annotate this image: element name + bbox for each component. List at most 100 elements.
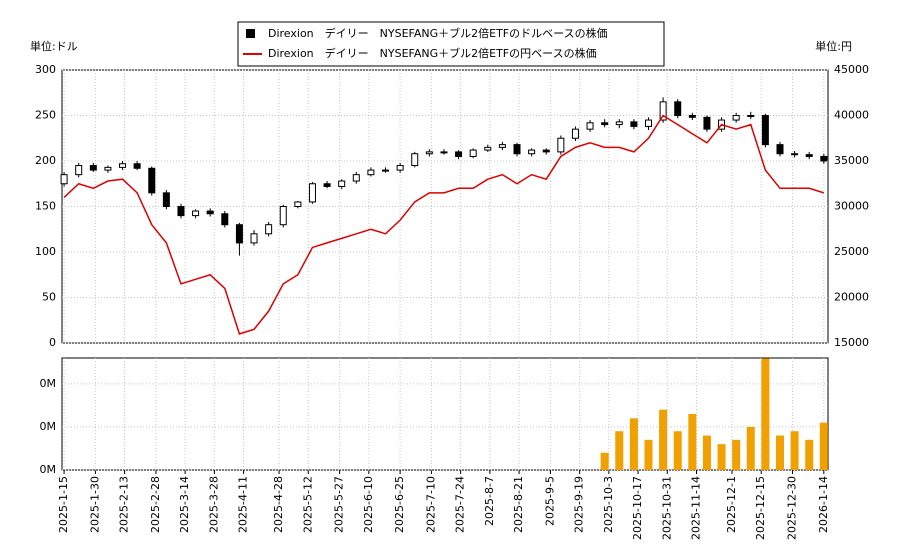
candle-body — [206, 210, 214, 215]
candle-body — [177, 206, 185, 217]
candle-body — [455, 151, 463, 157]
volume-bar — [819, 422, 828, 470]
x-tick-label: 2025-7-24 — [454, 476, 467, 533]
volume-bar — [600, 452, 609, 470]
candle-body — [308, 183, 316, 203]
candle-body — [484, 146, 492, 151]
volume-bar — [659, 409, 668, 470]
candle-body — [557, 137, 565, 153]
x-tick-label: 2026-1-14 — [817, 476, 830, 533]
x-tick-label: 2025-10-3 — [602, 476, 615, 533]
y-tick-label: 200 — [35, 154, 56, 167]
y-tick-label: 300 — [35, 63, 56, 76]
y2-tick-label: 15000 — [834, 336, 869, 349]
x-tick-label: 2025-10-31 — [660, 476, 673, 540]
candle-body — [761, 115, 769, 146]
volume-bar — [746, 426, 755, 470]
candle-body — [805, 154, 813, 157]
volume-bar — [629, 418, 638, 470]
y-axis-label: 単位:ドル — [30, 39, 78, 53]
x-tick-label: 2025-6-25 — [393, 476, 406, 533]
candle-body — [75, 165, 83, 176]
candle-body — [221, 213, 229, 226]
y2-tick-label: 20000 — [834, 291, 869, 304]
candle-body — [703, 116, 711, 130]
candle-body — [294, 201, 302, 207]
y-tick-label: 0 — [49, 336, 56, 349]
candle-body — [89, 165, 97, 171]
candle-body — [440, 151, 448, 154]
candle-body — [630, 121, 638, 127]
x-tick-label: 2025-12-1 — [725, 476, 738, 533]
candle-body — [396, 165, 404, 171]
candle-body — [133, 163, 141, 169]
volume-frame — [61, 357, 829, 471]
x-tick-label: 2025-3-28 — [207, 476, 220, 533]
candle-body — [265, 224, 273, 235]
x-tick-label: 2025-12-30 — [786, 476, 799, 540]
volume-bar — [805, 439, 814, 470]
x-tick-label: 2025-9-5 — [543, 476, 556, 526]
y-tick-label: 0M — [40, 377, 57, 390]
legend-label: Direxion デイリー NYSEFANG＋ブル2倍ETFの円ベースの株価 — [268, 46, 597, 60]
candle-body — [235, 224, 243, 244]
y2-tick-label: 30000 — [834, 200, 869, 213]
candle-body — [645, 119, 653, 127]
x-tick-label: 2025-1-15 — [57, 476, 70, 533]
x-tick-label: 2025-11-14 — [690, 476, 703, 540]
candle-body — [425, 151, 433, 155]
y-tick-label: 150 — [35, 200, 56, 213]
candle-body — [776, 144, 784, 155]
candle-body — [279, 206, 287, 226]
volume-bar — [615, 431, 624, 470]
candle-body — [250, 233, 258, 244]
x-tick-label: 2025-5-27 — [333, 476, 346, 533]
candle-body — [411, 153, 419, 167]
x-tick-label: 2025-10-17 — [631, 476, 644, 540]
volume-bar — [790, 431, 799, 470]
volume-bar — [702, 435, 711, 470]
y2-tick-label: 40000 — [834, 109, 869, 122]
y2-axis-label: 単位:円 — [815, 39, 852, 53]
price-line — [63, 114, 825, 335]
candle-body — [571, 128, 579, 139]
candle-body — [469, 149, 477, 157]
candle-body — [382, 169, 390, 172]
volume-bar — [644, 439, 653, 470]
candle-body — [659, 101, 667, 121]
y2-tick-label: 45000 — [834, 63, 869, 76]
candle-body — [162, 192, 170, 208]
candle-body — [60, 174, 68, 185]
x-tick-label: 2025-7-10 — [424, 476, 437, 533]
candle-body — [192, 210, 200, 217]
y-tick-label: 50 — [42, 291, 56, 304]
volume-bar — [673, 431, 682, 470]
volume-bar — [688, 414, 697, 470]
candle-body — [601, 122, 609, 126]
x-tick-label: 2025-4-11 — [237, 476, 250, 533]
volume-bar — [732, 439, 741, 470]
candle-body — [119, 163, 127, 168]
candle-body — [513, 144, 521, 155]
candle-body — [747, 115, 755, 117]
x-tick-label: 2025-8-21 — [512, 476, 525, 533]
y-tick-label: 250 — [35, 109, 56, 122]
x-tick-label: 2025-2-13 — [118, 476, 131, 533]
volume-bar — [761, 358, 770, 470]
candle-body — [820, 155, 828, 162]
candle-body — [586, 122, 594, 130]
x-tick-label: 2025-4-28 — [272, 476, 285, 533]
x-tick-label: 2025-3-14 — [178, 476, 191, 533]
candle-body — [338, 180, 346, 187]
candle-body — [323, 183, 331, 187]
x-tick-label: 2025-5-12 — [301, 476, 314, 533]
y-tick-label: 100 — [35, 245, 56, 258]
candle-body — [732, 115, 740, 121]
candle-body — [104, 166, 112, 171]
y2-tick-label: 35000 — [834, 154, 869, 167]
candle-body — [148, 167, 156, 194]
candle-body — [688, 115, 696, 118]
x-tick-label: 2025-2-28 — [149, 476, 162, 533]
x-tick-label: 2025-9-19 — [573, 476, 586, 533]
candle-body — [615, 121, 623, 126]
